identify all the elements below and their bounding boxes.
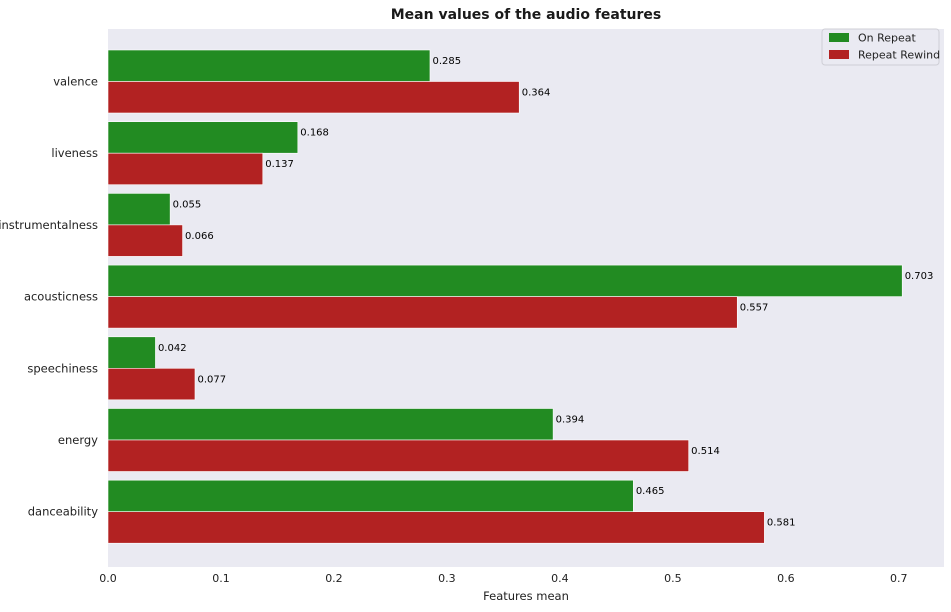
data-label-liveness-on-repeat: 0.168 bbox=[300, 128, 329, 139]
x-axis-label: Features mean bbox=[483, 589, 569, 603]
x-tick-label: 0.4 bbox=[551, 572, 569, 585]
legend-swatch-on-repeat bbox=[829, 33, 849, 42]
bar-valence-on-repeat bbox=[107, 49, 431, 82]
category-label-danceability: danceability bbox=[28, 505, 98, 519]
bar-acousticness-repeat-rewind bbox=[107, 296, 738, 329]
category-label-energy: energy bbox=[58, 433, 98, 447]
data-label-acousticness-repeat-rewind: 0.557 bbox=[740, 303, 769, 314]
x-tick-label: 0.2 bbox=[325, 572, 343, 585]
legend-box bbox=[821, 28, 940, 66]
bar-instrumentalness-repeat-rewind bbox=[107, 224, 183, 257]
bar-instrumentalness-on-repeat bbox=[107, 193, 171, 226]
x-tick-label: 0.5 bbox=[664, 572, 682, 585]
bar-energy-on-repeat bbox=[107, 408, 554, 441]
x-tick-label: 0.1 bbox=[212, 572, 230, 585]
data-label-valence-on-repeat: 0.285 bbox=[432, 56, 461, 67]
data-label-energy-on-repeat: 0.394 bbox=[556, 415, 585, 426]
legend-label-on-repeat: On Repeat bbox=[858, 32, 917, 45]
data-label-danceability-on-repeat: 0.465 bbox=[636, 486, 665, 497]
bar-liveness-on-repeat bbox=[107, 121, 299, 154]
data-label-danceability-repeat-rewind: 0.581 bbox=[767, 518, 796, 529]
category-label-speechiness: speechiness bbox=[27, 361, 98, 375]
data-label-instrumentalness-repeat-rewind: 0.066 bbox=[185, 231, 214, 242]
legend-label-repeat-rewind: Repeat Rewind bbox=[858, 49, 940, 62]
bar-speechiness-on-repeat bbox=[107, 336, 156, 369]
x-tick-label: 0.7 bbox=[890, 572, 908, 585]
data-label-instrumentalness-on-repeat: 0.055 bbox=[173, 199, 202, 210]
bar-danceability-repeat-rewind bbox=[107, 511, 765, 544]
legend: On Repeat Repeat Rewind bbox=[821, 28, 940, 66]
category-label-instrumentalness: instrumentalness bbox=[0, 218, 98, 232]
data-label-speechiness-on-repeat: 0.042 bbox=[158, 343, 187, 354]
data-label-liveness-repeat-rewind: 0.137 bbox=[265, 159, 294, 170]
data-label-energy-repeat-rewind: 0.514 bbox=[691, 446, 720, 457]
bars-layer bbox=[107, 49, 903, 544]
chart-title: Mean values of the audio features bbox=[391, 7, 662, 23]
bar-acousticness-on-repeat bbox=[107, 264, 903, 297]
bar-energy-repeat-rewind bbox=[107, 439, 689, 472]
category-label-acousticness: acousticness bbox=[24, 290, 98, 304]
category-labels: valence liveness instrumentalness acousticn… bbox=[0, 75, 98, 519]
bar-speechiness-repeat-rewind bbox=[107, 367, 196, 401]
x-tick-label: 0.6 bbox=[777, 572, 795, 585]
x-tick-label: 0.0 bbox=[99, 572, 117, 585]
x-tick-label: 0.3 bbox=[438, 572, 456, 585]
data-label-acousticness-on-repeat: 0.703 bbox=[905, 271, 934, 282]
bar-liveness-repeat-rewind bbox=[107, 152, 264, 185]
category-label-valence: valence bbox=[53, 75, 98, 89]
data-label-valence-repeat-rewind: 0.364 bbox=[522, 88, 551, 99]
bar-valence-repeat-rewind bbox=[107, 81, 520, 114]
category-label-liveness: liveness bbox=[51, 146, 98, 160]
legend-swatch-repeat-rewind bbox=[829, 50, 849, 59]
bar-danceability-on-repeat bbox=[107, 479, 634, 513]
data-labels-layer: 0.285 0.364 0.168 0.137 0.055 0.066 0.703 0.557… bbox=[158, 56, 933, 529]
x-tick-labels: 0.0 0.1 0.2 0.3 0.4 0.5 0.6 0.7 bbox=[99, 572, 907, 585]
data-label-speechiness-repeat-rewind: 0.077 bbox=[197, 374, 226, 385]
